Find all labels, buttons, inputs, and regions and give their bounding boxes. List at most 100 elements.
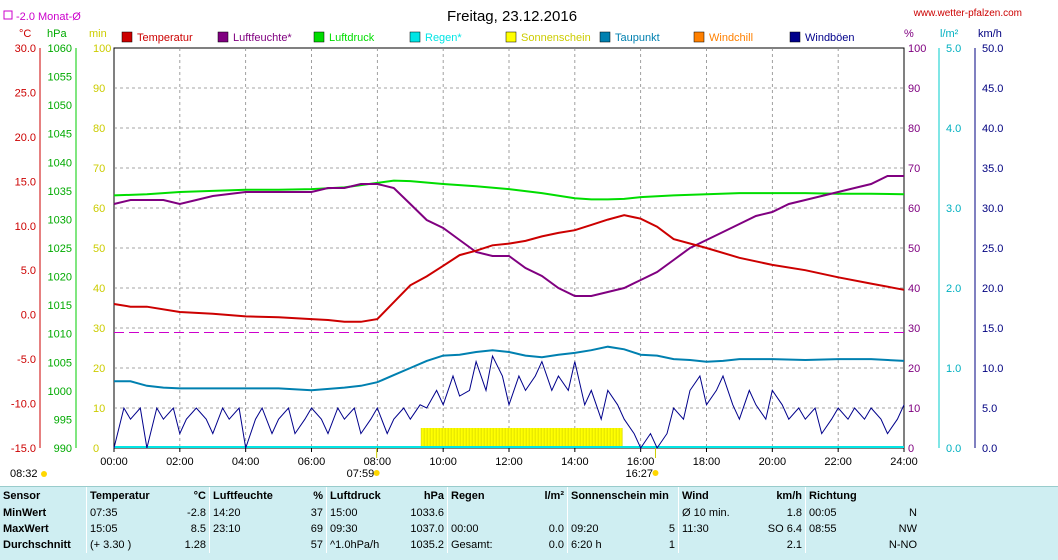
th-wind-unit: km/h bbox=[776, 490, 802, 502]
axis-tick-humidity: 50 bbox=[908, 243, 920, 255]
cell: 37 bbox=[310, 507, 323, 519]
axis-tick-humidity: 80 bbox=[908, 123, 920, 135]
axis-tick-sun_min: 40 bbox=[93, 283, 105, 295]
axis-tick-temp: -10.0 bbox=[11, 399, 36, 411]
axis-tick-sun_min: 20 bbox=[93, 363, 105, 375]
axis-tick-sun_min: 10 bbox=[93, 403, 105, 415]
cell: ^1.0hPa/h bbox=[326, 537, 401, 553]
legend-label: Luftfeuchte* bbox=[233, 32, 292, 44]
chart-title: Freitag, 23.12.2016 bbox=[447, 8, 577, 25]
cell: 1.28 bbox=[184, 539, 206, 551]
cell: 69 bbox=[310, 523, 323, 535]
legend-label: Windböen bbox=[805, 32, 855, 44]
cell: -2.8 bbox=[187, 507, 206, 519]
row-label: MaxWert bbox=[3, 523, 49, 535]
series-line-luftdruck bbox=[113, 179, 905, 201]
time-marker-label: 16:27 bbox=[625, 468, 653, 480]
axis-tick-humidity: 90 bbox=[908, 83, 920, 95]
x-tick-label: 16:00 bbox=[627, 456, 655, 468]
axis-tick-temp: -5.0 bbox=[17, 354, 36, 366]
x-tick-label: 00:00 bbox=[100, 456, 128, 468]
axis-tick-wind: 30.0 bbox=[982, 203, 1003, 215]
x-tick-label: 06:00 bbox=[298, 456, 326, 468]
axis-tick-pressure: 1050 bbox=[48, 100, 72, 112]
cell: Gesamt: bbox=[447, 537, 524, 553]
cell bbox=[678, 537, 753, 553]
th-rain: Regen bbox=[447, 487, 524, 505]
axis-tick-humidity: 70 bbox=[908, 163, 920, 175]
legend-swatch bbox=[217, 31, 229, 43]
axis-tick-pressure: 1005 bbox=[48, 357, 72, 369]
axis-tick-rain: 4.0 bbox=[946, 123, 961, 135]
axis-tick-wind: 45.0 bbox=[982, 83, 1003, 95]
th-sensor: Sensor bbox=[3, 490, 41, 502]
axis-tick-wind: 5.0 bbox=[982, 403, 997, 415]
x-tick-label: 12:00 bbox=[495, 456, 523, 468]
th-temp-unit: °C bbox=[193, 490, 206, 502]
legend-label: Windchill bbox=[709, 32, 753, 44]
legend: Temperatur Luftfeuchte* Luftdruck Regen* Son… bbox=[121, 31, 855, 44]
cell: NW bbox=[898, 523, 917, 535]
cell: 1035.2 bbox=[410, 539, 444, 551]
series-line-taupunkt bbox=[114, 345, 905, 392]
axis-tick-wind: 50.0 bbox=[982, 43, 1003, 55]
axis-tick-temp: 20.0 bbox=[15, 132, 36, 144]
month-avg-label: -2.0 Monat-Ø bbox=[16, 11, 81, 23]
axis-tick-rain: 5.0 bbox=[946, 43, 961, 55]
cell: 11:30 bbox=[678, 521, 753, 537]
axis-tick-pressure: 1055 bbox=[48, 72, 72, 84]
axis-tick-pressure: 1045 bbox=[48, 129, 72, 141]
sun-marker-icon bbox=[652, 470, 659, 476]
axis-tick-pressure: 1000 bbox=[48, 386, 72, 398]
row-label: Durchschnitt bbox=[3, 539, 71, 551]
legend-swatch bbox=[313, 31, 325, 43]
th-hum: Luftfeuchte bbox=[209, 487, 290, 505]
legend-swatch bbox=[789, 31, 801, 43]
axis-tick-pressure: 995 bbox=[54, 414, 72, 426]
time-markers: 08:32 07:59 16:27 bbox=[10, 448, 659, 480]
series-layer bbox=[113, 175, 905, 450]
cell: SO 6.4 bbox=[767, 523, 802, 535]
weather-chart: -2.0 Monat-Ø Freitag, 23.12.2016 www.wet… bbox=[3, 8, 1022, 480]
legend-swatch bbox=[505, 31, 517, 43]
sunshine-area bbox=[421, 428, 623, 448]
axis-tick-wind: 25.0 bbox=[982, 243, 1003, 255]
axis-tick-pressure: 1010 bbox=[48, 329, 72, 341]
axis-tick-temp: 30.0 bbox=[15, 43, 36, 55]
axis-tick-humidity: 40 bbox=[908, 283, 920, 295]
th-press: Luftdruck bbox=[326, 487, 401, 505]
cell: 0.0 bbox=[548, 539, 564, 551]
axis-tick-humidity: 10 bbox=[908, 403, 920, 415]
th-sun: Sonnenschein min bbox=[567, 487, 679, 505]
x-tick-label: 18:00 bbox=[693, 456, 721, 468]
x-tick-label: 02:00 bbox=[166, 456, 194, 468]
source-url: www.wetter-pfalzen.com bbox=[913, 8, 1022, 19]
cell bbox=[209, 537, 290, 553]
axis-tick-sun_min: 80 bbox=[93, 123, 105, 135]
unit-sun: min bbox=[89, 28, 107, 40]
legend-label: Sonnenschein bbox=[521, 32, 591, 44]
axis-tick-wind: 35.0 bbox=[982, 163, 1003, 175]
axis-tick-humidity: 30 bbox=[908, 323, 920, 335]
legend-swatch bbox=[599, 31, 611, 43]
x-tick-label: 20:00 bbox=[759, 456, 787, 468]
th-rain-unit: l/m² bbox=[544, 490, 564, 502]
th-temp: Temperatur bbox=[86, 487, 173, 505]
cell: 1037.0 bbox=[410, 523, 444, 535]
axis-tick-temp: -15.0 bbox=[11, 443, 36, 455]
cell: N bbox=[909, 507, 917, 519]
cell: 15:00 bbox=[326, 505, 401, 521]
cell: 1.8 bbox=[786, 507, 802, 519]
unit-humidity: % bbox=[904, 28, 914, 40]
axis-tick-sun_min: 30 bbox=[93, 323, 105, 335]
time-marker-label: 08:32 bbox=[10, 468, 38, 480]
axis-tick-wind: 0.0 bbox=[982, 443, 997, 455]
axis-tick-temp: 0.0 bbox=[21, 310, 36, 322]
time-marker-label: 07:59 bbox=[347, 468, 375, 480]
axis-tick-pressure: 990 bbox=[54, 443, 72, 455]
axis-tick-humidity: 100 bbox=[908, 43, 926, 55]
axis-tick-temp: 15.0 bbox=[15, 176, 36, 188]
legend-swatch bbox=[121, 31, 133, 43]
axis-tick-temp: 5.0 bbox=[21, 265, 36, 277]
row-label: MinWert bbox=[3, 507, 47, 519]
